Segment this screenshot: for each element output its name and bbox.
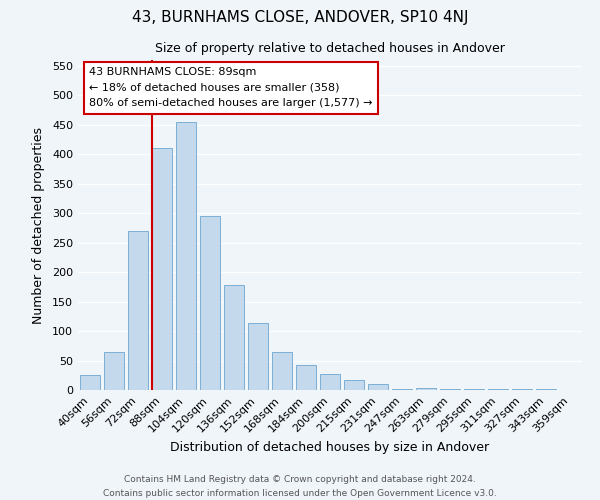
Text: 43, BURNHAMS CLOSE, ANDOVER, SP10 4NJ: 43, BURNHAMS CLOSE, ANDOVER, SP10 4NJ	[132, 10, 468, 25]
Y-axis label: Number of detached properties: Number of detached properties	[32, 126, 45, 324]
Text: 43 BURNHAMS CLOSE: 89sqm
← 18% of detached houses are smaller (358)
80% of semi-: 43 BURNHAMS CLOSE: 89sqm ← 18% of detach…	[89, 67, 373, 108]
Bar	[104, 352, 124, 390]
Bar	[416, 388, 436, 390]
Bar	[176, 122, 196, 390]
Bar	[320, 374, 340, 390]
Bar	[296, 364, 316, 390]
Title: Size of property relative to detached houses in Andover: Size of property relative to detached ho…	[155, 42, 505, 54]
Bar	[248, 324, 268, 390]
Bar	[344, 380, 364, 390]
Bar	[152, 148, 172, 390]
Bar	[368, 384, 388, 390]
Bar	[128, 231, 148, 390]
Bar	[440, 389, 460, 390]
Text: Contains HM Land Registry data © Crown copyright and database right 2024.
Contai: Contains HM Land Registry data © Crown c…	[103, 476, 497, 498]
Bar	[392, 389, 412, 390]
Bar	[224, 285, 244, 390]
Bar	[464, 389, 484, 390]
Bar	[272, 352, 292, 390]
X-axis label: Distribution of detached houses by size in Andover: Distribution of detached houses by size …	[170, 441, 490, 454]
Bar	[200, 216, 220, 390]
Bar	[80, 376, 100, 390]
